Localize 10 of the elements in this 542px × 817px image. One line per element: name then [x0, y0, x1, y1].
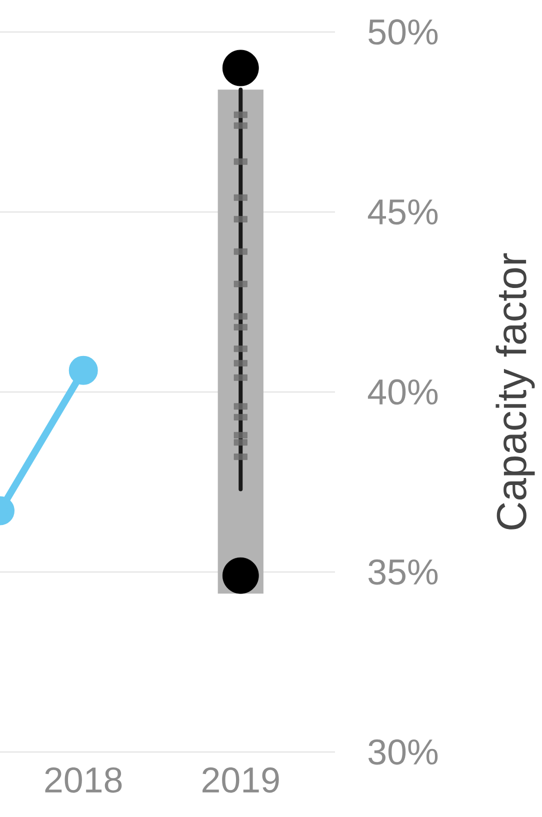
- y-tick-label: 35%: [368, 559, 438, 585]
- x-tick-label: 2018: [45, 767, 122, 793]
- y-tick-label: 50%: [368, 19, 438, 45]
- x-tick-label: 2019: [202, 767, 279, 793]
- y-axis-title: Capacity factor: [496, 253, 535, 530]
- point: [222, 557, 259, 594]
- point: [222, 50, 259, 86]
- y-tick-label: 40%: [368, 379, 438, 405]
- y-tick-label: 30%: [368, 739, 438, 765]
- y-tick-label: 45%: [368, 199, 438, 225]
